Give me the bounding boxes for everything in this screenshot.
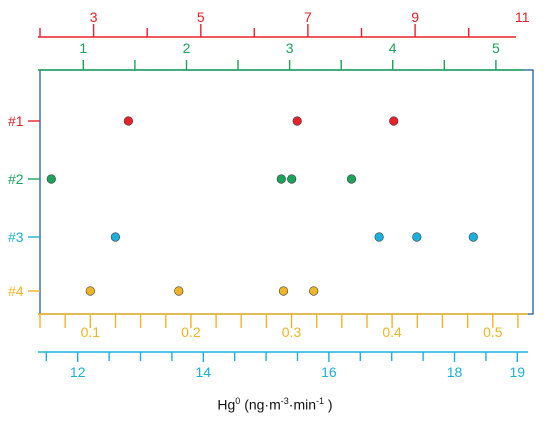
axis-4-tick-label: 0.1 bbox=[81, 324, 101, 340]
axis-2-tick-label: 5 bbox=[492, 40, 500, 56]
axis-2-tick-label: 3 bbox=[286, 40, 294, 56]
axis-3-tick-label: 19 bbox=[510, 364, 526, 380]
point-series-3-4 bbox=[468, 232, 478, 242]
point-series-4-2 bbox=[174, 286, 184, 296]
axis-3-tick-label: 14 bbox=[196, 364, 212, 380]
axis-2-tick-label: 4 bbox=[389, 40, 397, 56]
axis-1-tick-label: 11 bbox=[515, 9, 530, 25]
axis-3-tick-label: 16 bbox=[321, 364, 337, 380]
point-series-2-3 bbox=[287, 174, 297, 184]
series-label-2: #2 bbox=[8, 171, 24, 187]
point-series-3-2 bbox=[374, 232, 384, 242]
axis-4: 0.1 0.2 0.3 0.4 0.5 bbox=[38, 313, 528, 340]
axis-4-tick-label: 0.5 bbox=[483, 324, 503, 340]
point-series-1-1 bbox=[123, 116, 133, 126]
axis-4-tick-label: 0.2 bbox=[181, 324, 201, 340]
point-series-2-2 bbox=[276, 174, 286, 184]
point-series-2-4 bbox=[346, 174, 357, 184]
axis-3-tick-label: 18 bbox=[447, 364, 463, 380]
axis-4-tick-label: 0.4 bbox=[382, 324, 402, 340]
point-series-2-1 bbox=[46, 174, 56, 184]
axis-4-tick-label: 0.3 bbox=[282, 324, 302, 340]
axis-1-tick-label: 5 bbox=[197, 9, 205, 25]
axis-3: 12 14 16 18 19 bbox=[38, 351, 528, 380]
points-layer bbox=[46, 116, 478, 296]
point-series-4-3 bbox=[278, 286, 289, 296]
axis-1-tick-label: 3 bbox=[90, 9, 98, 25]
point-series-4-4 bbox=[309, 286, 319, 296]
series-labels-layer: #1 #2 #3 #4 bbox=[8, 113, 40, 299]
axes-layer: 3 5 7 9 111 2 3 4 512 14 16 18 190.1 0.2 0.3 0.4 0.5 bbox=[38, 9, 530, 380]
axis-1-tick-label: 9 bbox=[411, 9, 419, 25]
axis-1-tick-label: 7 bbox=[304, 9, 312, 25]
series-label-3: #3 bbox=[8, 229, 24, 245]
point-series-3-3 bbox=[412, 232, 422, 242]
axis-2-tick-label: 1 bbox=[79, 40, 87, 56]
plot-frame bbox=[39, 69, 534, 315]
axis-2: 1 2 3 4 5 bbox=[38, 40, 524, 71]
axis-1: 3 5 7 9 11 bbox=[38, 9, 530, 38]
axis-3-tick-label: 12 bbox=[70, 364, 86, 380]
point-series-1-2 bbox=[292, 116, 302, 126]
point-series-4-1 bbox=[85, 286, 95, 296]
series-label-1: #1 bbox=[8, 113, 24, 129]
point-series-3-1 bbox=[110, 232, 120, 242]
series-label-4: #4 bbox=[8, 283, 24, 299]
point-series-1-3 bbox=[389, 116, 399, 126]
axis-2-tick-label: 2 bbox=[183, 40, 191, 56]
